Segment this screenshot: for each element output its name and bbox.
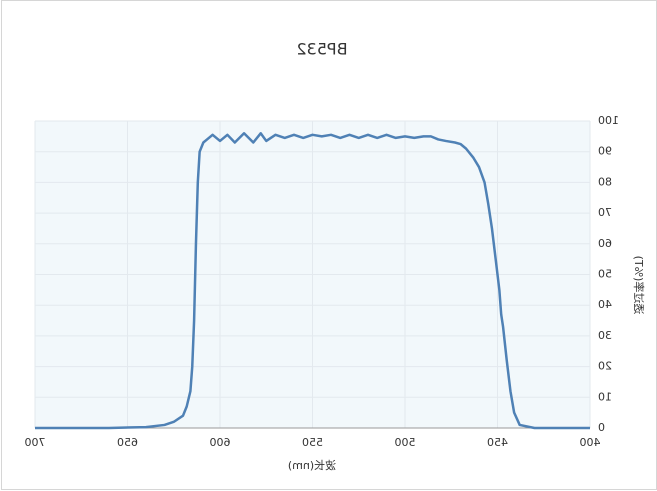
y-tick-label: 0: [598, 421, 605, 434]
y-tick-label: 40: [598, 298, 612, 311]
y-tick-label: 70: [598, 206, 612, 219]
data-line: [35, 132, 590, 430]
x-axis-label: 波长(nm): [288, 459, 336, 472]
chart-title: BP532: [296, 40, 347, 59]
x-tick-label: 500: [395, 436, 416, 449]
x-tick-label: 400: [580, 436, 601, 449]
x-tick-label: 450: [487, 436, 508, 449]
y-tick-label: 80: [598, 175, 612, 188]
x-tick-label: 600: [210, 436, 231, 449]
x-tick-label: 650: [117, 436, 138, 449]
x-tick-label: 550: [302, 436, 323, 449]
y-tick-label: 10: [598, 390, 612, 403]
y-tick-label: 30: [598, 329, 612, 342]
y-tick-label: 50: [598, 268, 612, 281]
y-tick-label: 20: [598, 360, 612, 373]
y-axis-label: 透过率(%T): [632, 256, 646, 315]
y-tick-label: 60: [598, 237, 612, 250]
x-tick-label: 700: [25, 436, 46, 449]
y-tick-label: 90: [598, 145, 612, 158]
y-tick-label: 100: [598, 114, 619, 127]
